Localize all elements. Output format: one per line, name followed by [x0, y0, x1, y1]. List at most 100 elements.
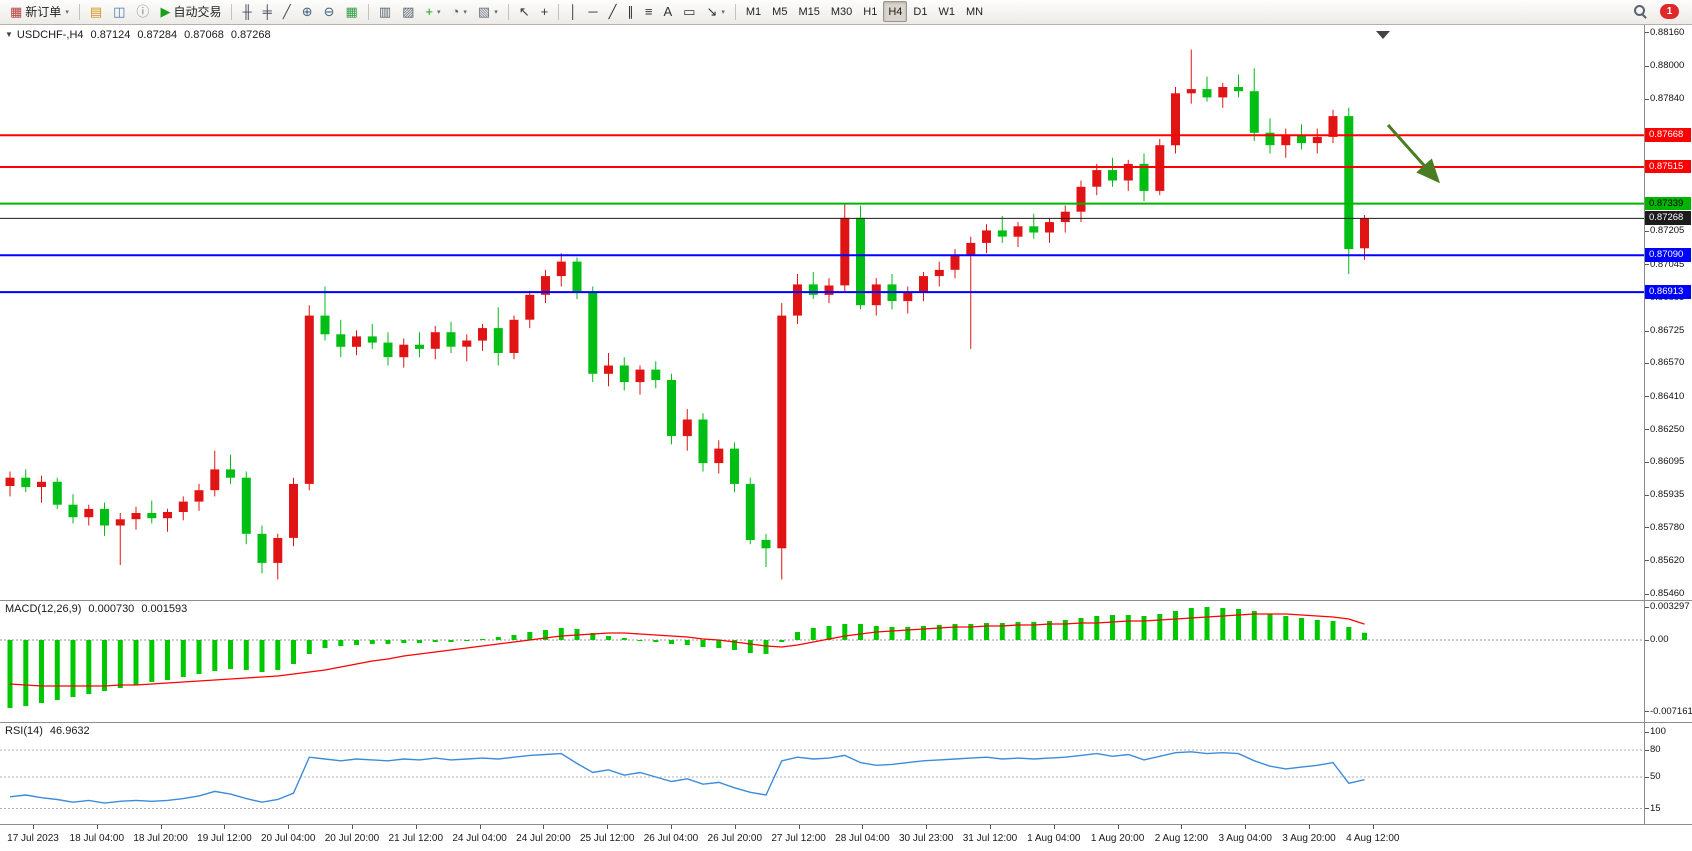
dropdown-arrow-icon: ▾	[721, 8, 725, 16]
macd-signal-value: 0.001593	[141, 603, 188, 616]
rsi-value: 46.9632	[49, 725, 90, 738]
notification-badge[interactable]: 1	[1660, 4, 1679, 20]
time-tick	[288, 825, 290, 830]
line-chart-button[interactable]: ╱	[278, 1, 296, 22]
time-tick	[96, 825, 98, 830]
time-axis-label: 20 Jul 20:00	[324, 833, 380, 845]
timeframe-d1-button[interactable]: D1	[908, 1, 932, 22]
text-label-icon: ▭	[683, 4, 696, 20]
text-label-button[interactable]: ▭	[678, 1, 700, 22]
new-order-button[interactable]: ▦ 新订单 ▾	[5, 1, 74, 22]
vertical-line-button[interactable]: │	[564, 1, 582, 22]
macd-header: MACD(12,26,9) 0.000730 0.001593	[5, 603, 187, 615]
macd-signal-line	[9, 613, 1365, 687]
price-scale[interactable]: 0.881600.880000.878400.872050.870450.868…	[1644, 24, 1692, 601]
time-axis-label: 18 Jul 20:00	[133, 833, 188, 845]
rsi-scale[interactable]: 100 80 50 15	[1644, 723, 1692, 825]
rsi-axis-label: 50	[1650, 771, 1661, 783]
timeframe-mn-button[interactable]: MN	[961, 1, 988, 22]
timeframe-w1-label: W1	[938, 5, 955, 18]
time-axis-label: 19 Jul 12:00	[197, 833, 252, 845]
time-axis-label: 26 Jul 20:00	[707, 833, 763, 845]
time-axis-label: 20 Jul 04:00	[260, 833, 316, 845]
toolbar-right: 1	[1633, 4, 1687, 20]
cursor-button[interactable]: ↖	[514, 1, 535, 22]
timeframe-m1-button[interactable]: M1	[741, 1, 766, 22]
search-icon[interactable]	[1633, 4, 1648, 19]
dropdown-arrow-icon: ▾	[65, 8, 69, 16]
main-chart-plot[interactable]	[0, 25, 1644, 600]
periods-button[interactable]: ◔ ▾	[447, 1, 472, 22]
price-tick	[1645, 362, 1649, 364]
time-axis-label: 27 Jul 12:00	[771, 833, 826, 845]
new-order-label: 新订单	[25, 5, 62, 20]
equidistant-channel-button[interactable]: ∥	[622, 1, 639, 22]
time-axis-label: 1 Aug 20:00	[1090, 833, 1145, 845]
bar-chart-button[interactable]: ╫	[237, 1, 256, 22]
price-line-badge: 0.87668	[1645, 128, 1691, 142]
crosshair-button[interactable]: +	[536, 1, 554, 22]
price-tick	[1645, 494, 1649, 496]
chart-shift-button[interactable]: ▨	[397, 1, 419, 22]
time-tick	[1245, 825, 1247, 830]
info-button[interactable]: ⓘ	[131, 1, 154, 22]
rsi-plot[interactable]	[0, 723, 1644, 824]
macd-scale[interactable]: 0.003297 0.00 -0.007161	[1644, 601, 1692, 723]
text-button[interactable]: A	[658, 1, 677, 22]
time-axis-label: 1 Aug 04:00	[1027, 833, 1081, 845]
time-axis-label: 3 Aug 20:00	[1282, 833, 1336, 845]
text-icon: A	[663, 4, 673, 20]
info-icon: ⓘ	[136, 4, 150, 20]
timeframe-w1-button[interactable]: W1	[933, 1, 960, 22]
charts-cascade-button[interactable]: ◫	[108, 1, 130, 22]
profiles-icon: ▤	[89, 4, 103, 20]
toolbar-separator	[734, 3, 736, 20]
price-axis-label: 0.88000	[1650, 60, 1685, 72]
tile-windows-button[interactable]: ▦	[341, 1, 363, 22]
price-axis-label: 0.87045	[1650, 258, 1685, 270]
timeframe-m30-button[interactable]: M30	[826, 1, 857, 22]
time-axis-label: 4 Aug 12:00	[1346, 833, 1400, 845]
zoom-in-button[interactable]: ⊕	[297, 1, 318, 22]
horizontal-line-button[interactable]: ─	[583, 1, 602, 22]
candlestick-chart-button[interactable]: ╪	[258, 1, 277, 22]
autotrade-button[interactable]: ▶ 自动交易	[155, 1, 226, 22]
timeframe-m15-button[interactable]: M15	[793, 1, 824, 22]
arrows-icon: ↘	[706, 4, 718, 20]
chart-collapse-icon[interactable]: ▼	[5, 30, 13, 40]
time-tick	[862, 825, 864, 830]
chart-shift-icon: ▨	[402, 4, 415, 20]
time-axis[interactable]: 17 Jul 2023 18 Jul 04:00 18 Jul 20:00 19 Ju…	[0, 824, 1692, 851]
timeframe-h4-button[interactable]: H4	[883, 1, 908, 23]
rsi-axis-label: 15	[1650, 802, 1661, 814]
price-axis-label: 0.85460	[1650, 588, 1685, 600]
time-tick	[734, 825, 736, 830]
time-tick	[479, 825, 481, 830]
crosshair-icon: +	[540, 4, 549, 20]
time-tick	[1372, 825, 1374, 830]
trendline-button[interactable]: ╱	[604, 1, 622, 22]
zoom-out-button[interactable]: ⊖	[319, 1, 340, 22]
macd-tick	[1645, 639, 1649, 641]
fibonacci-button[interactable]: ≡	[640, 1, 658, 22]
indicators-button[interactable]: + ▾	[420, 1, 445, 22]
arrows-button[interactable]: ↘ ▾	[701, 1, 729, 22]
timeframe-h1-button[interactable]: H1	[858, 1, 882, 22]
time-tick	[798, 825, 800, 830]
price-axis-label: 0.87840	[1650, 93, 1685, 105]
timeframe-h4-label: H4	[888, 5, 903, 18]
time-axis-label: 24 Jul 20:00	[516, 833, 571, 845]
indicators-icon: +	[425, 4, 434, 20]
auto-scroll-button[interactable]: ▥	[374, 1, 396, 22]
price-line-badge: 0.87090	[1645, 248, 1691, 262]
price-axis-label: 0.87205	[1650, 225, 1685, 237]
new-order-icon: ▦	[10, 4, 23, 20]
profiles-button[interactable]: ▤	[85, 1, 107, 22]
price-tick	[1645, 461, 1649, 463]
timeframe-m5-button[interactable]: M5	[767, 1, 792, 22]
time-axis-label: 2 Aug 12:00	[1154, 833, 1209, 845]
templates-button[interactable]: ▧ ▾	[473, 1, 503, 22]
macd-axis-label: 0.003297	[1650, 601, 1690, 613]
time-tick	[543, 825, 545, 830]
macd-plot[interactable]	[0, 601, 1644, 722]
